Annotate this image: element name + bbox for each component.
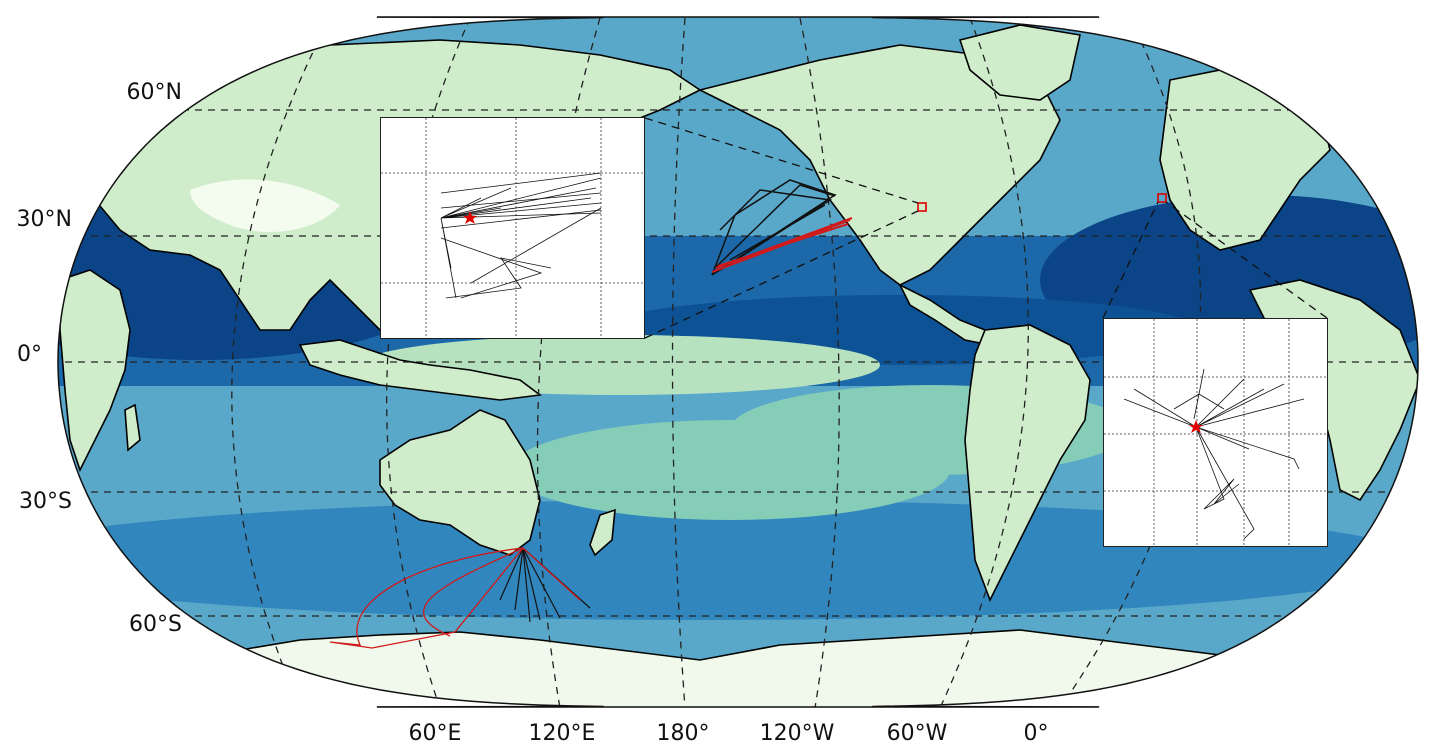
atlantic-inset-star — [1189, 420, 1203, 433]
atlantic-inset-tracks — [1123, 368, 1305, 540]
graticule — [58, 17, 1418, 707]
north-america — [697, 44, 1061, 286]
pacific-track-1 — [711, 179, 837, 276]
lat-label-30s: 30°S — [19, 489, 72, 514]
south-red-3 — [522, 547, 581, 601]
south-track-2 — [522, 547, 561, 619]
pacific-tracks — [711, 179, 837, 276]
globe-outline — [57, 16, 1419, 708]
lat-label-30n: 30°N — [17, 207, 72, 232]
south-track-1 — [522, 547, 541, 621]
south-track-4 — [514, 547, 524, 611]
meridian-0e — [231, 17, 331, 707]
pacific-track-3 — [714, 184, 836, 269]
greenland — [958, 24, 1081, 101]
connector-pacific-top — [644, 117, 919, 204]
southern-tracks — [499, 547, 591, 623]
pacific-track-red — [711, 217, 853, 273]
south-track-6 — [499, 547, 524, 601]
lon-label-180: 180° — [657, 721, 710, 746]
south-red-1 — [329, 547, 524, 649]
inset-connectors — [644, 117, 1328, 339]
land — [59, 24, 1418, 707]
pacific-inset — [380, 117, 645, 339]
lon-label-0: 0° — [1024, 721, 1049, 746]
madagascar — [124, 403, 141, 452]
atlantic-inset-plot — [1104, 319, 1326, 545]
maritime-continent — [298, 339, 543, 401]
south-ocean-band — [58, 500, 1418, 620]
southern-red-tracks — [329, 547, 581, 649]
meridian-60w — [939, 17, 1029, 707]
meridian-120e — [536, 17, 601, 707]
atlantic-inset-grid — [1104, 319, 1326, 545]
pacific-track-4 — [729, 204, 826, 261]
meridian-180 — [671, 17, 686, 707]
pacific-inset-star — [463, 211, 477, 224]
pacific-inset-grid — [381, 118, 643, 337]
africa-west — [59, 269, 131, 473]
lon-label-60e: 60°E — [409, 721, 462, 746]
meridian-60e — [386, 17, 471, 707]
atlantic-site-marker — [1157, 193, 1167, 203]
atlantic-inset — [1103, 318, 1328, 547]
north-america-site-marker — [917, 202, 927, 212]
lat-label-0: 0° — [17, 342, 42, 367]
new-zealand — [589, 508, 616, 557]
australia — [379, 409, 541, 556]
connector-atlantic-left — [1102, 201, 1159, 319]
pacific-track-2 — [719, 189, 833, 271]
south-red-2 — [423, 547, 524, 637]
lat-label-60n: 60°N — [127, 80, 182, 105]
lat-label-60s: 60°S — [129, 612, 182, 637]
lon-label-60w: 60°W — [887, 721, 948, 746]
dry-region-asia — [190, 179, 340, 233]
connector-atlantic-right — [1165, 201, 1328, 319]
south-track-5 — [522, 547, 531, 623]
pacific-inset-tracks — [440, 172, 602, 299]
lon-label-120w: 120°W — [760, 721, 835, 746]
south-pacific-pale — [510, 420, 950, 520]
lon-label-120e: 120°E — [529, 721, 596, 746]
pacific-inset-plot — [381, 118, 643, 337]
